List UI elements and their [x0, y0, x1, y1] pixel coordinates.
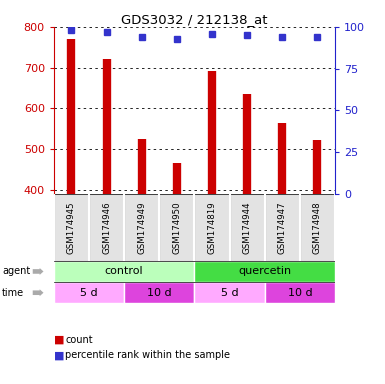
Bar — [300, 194, 335, 261]
Text: 5 d: 5 d — [80, 288, 98, 298]
Bar — [264, 194, 300, 261]
Bar — [194, 261, 335, 282]
Bar — [54, 261, 194, 282]
Text: count: count — [65, 335, 93, 345]
Text: GSM174948: GSM174948 — [313, 201, 322, 254]
Text: GSM174949: GSM174949 — [137, 201, 146, 254]
Text: agent: agent — [2, 266, 30, 276]
Bar — [54, 282, 124, 303]
Text: GSM174947: GSM174947 — [278, 201, 287, 254]
Text: control: control — [105, 266, 144, 276]
Text: ■: ■ — [54, 335, 64, 345]
Text: GSM174950: GSM174950 — [172, 201, 181, 254]
Bar — [264, 282, 335, 303]
Title: GDS3032 / 212138_at: GDS3032 / 212138_at — [121, 13, 268, 26]
Text: quercetin: quercetin — [238, 266, 291, 276]
Text: 5 d: 5 d — [221, 288, 238, 298]
Bar — [159, 194, 194, 261]
Bar — [89, 194, 124, 261]
Text: 10 d: 10 d — [288, 288, 312, 298]
Text: GSM174945: GSM174945 — [67, 201, 76, 254]
Text: 10 d: 10 d — [147, 288, 172, 298]
Text: GSM174946: GSM174946 — [102, 201, 111, 254]
Bar — [124, 282, 194, 303]
Bar — [194, 282, 265, 303]
Bar — [124, 194, 159, 261]
Bar — [194, 194, 229, 261]
Bar — [229, 194, 265, 261]
Text: GSM174819: GSM174819 — [208, 201, 216, 254]
Text: time: time — [2, 288, 24, 298]
Text: GSM174944: GSM174944 — [243, 201, 252, 254]
Bar — [54, 194, 89, 261]
Text: percentile rank within the sample: percentile rank within the sample — [65, 350, 231, 360]
Text: ■: ■ — [54, 350, 64, 360]
